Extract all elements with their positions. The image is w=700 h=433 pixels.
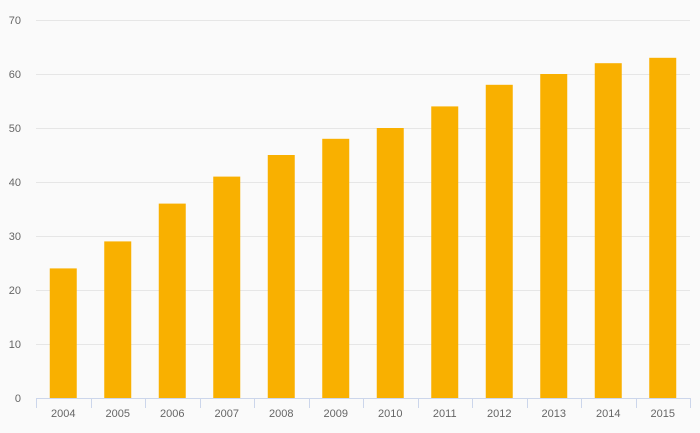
x-tick-label: 2014 (596, 408, 620, 420)
y-tick-label: 60 (9, 69, 21, 81)
bar-2006[interactable] (158, 203, 186, 398)
y-tick-label: 20 (9, 285, 21, 297)
bar-2015[interactable] (649, 57, 677, 399)
x-tick-label: 2009 (324, 408, 348, 420)
bar-2004[interactable] (49, 268, 77, 398)
bar-2007[interactable] (213, 176, 241, 398)
x-tick-label: 2004 (51, 408, 75, 420)
bar-2011[interactable] (431, 106, 459, 399)
y-tick-label: 40 (9, 177, 21, 189)
x-tick-label: 2015 (651, 408, 675, 420)
y-tick-label: 30 (9, 231, 21, 243)
bar-2009[interactable] (322, 138, 350, 399)
bar-2008[interactable] (267, 155, 295, 398)
x-tick-label: 2006 (160, 408, 184, 420)
x-axis-tick-labels: 2004 2005 2006 2007 2008 2009 2010 2011 2012 2013… (51, 408, 675, 420)
x-tick-label: 2008 (269, 408, 293, 420)
bar-2014[interactable] (594, 63, 622, 398)
bar-2005[interactable] (104, 241, 132, 398)
bar-2013[interactable] (540, 74, 568, 398)
y-axis-tick-labels: 0 10 20 30 40 50 60 70 (9, 15, 21, 405)
x-tick-label: 2012 (487, 408, 511, 420)
bar-2010[interactable] (376, 128, 404, 398)
y-tick-label: 70 (9, 15, 21, 27)
x-tick-label: 2005 (106, 408, 130, 420)
x-axis (36, 398, 691, 408)
x-tick-label: 2013 (542, 408, 566, 420)
y-tick-label: 0 (15, 393, 21, 405)
bar-2012[interactable] (485, 84, 513, 399)
x-tick-label: 2010 (378, 408, 402, 420)
y-tick-label: 10 (9, 339, 21, 351)
x-tick-label: 2011 (433, 408, 457, 420)
grid-lines (36, 20, 690, 345)
x-tick-label: 2007 (215, 408, 239, 420)
y-tick-label: 50 (9, 123, 21, 135)
bars (49, 57, 677, 399)
